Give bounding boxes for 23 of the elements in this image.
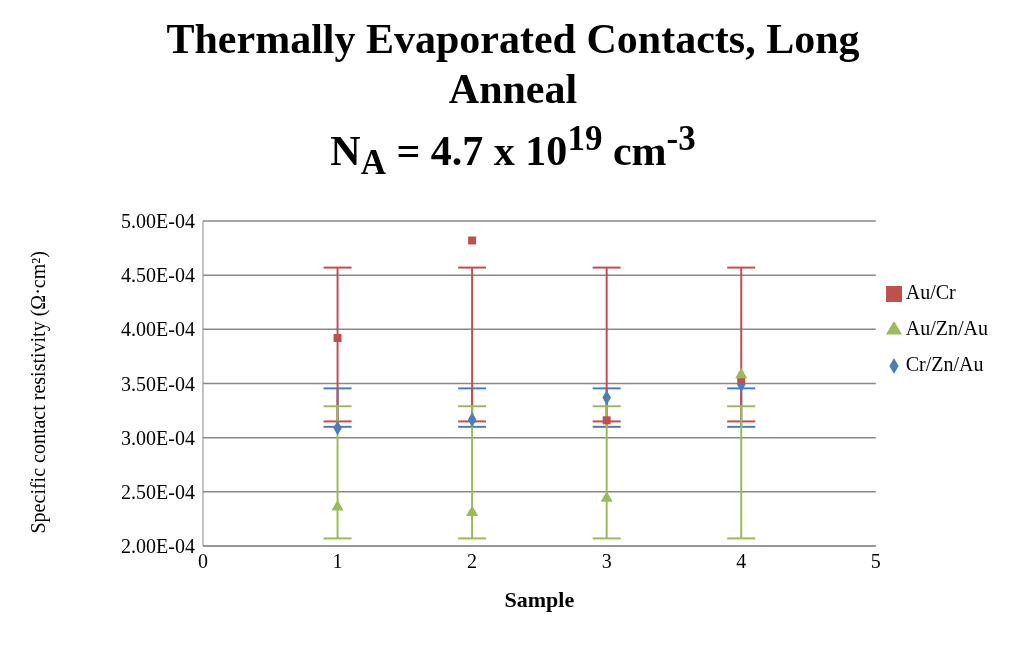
legend-label: Au/Zn/Au (905, 317, 988, 339)
x-tick-label: 2 (467, 550, 478, 573)
chart-subtitle: N$_{A}$ = 4.7 x 10$^{19}$ cm$^{-3}$ (330, 119, 696, 183)
x-tick-label: 5 (870, 550, 881, 573)
legend-label: Au/Cr (905, 281, 956, 303)
y-tick-label: 3.50E-04 (121, 372, 195, 395)
point (333, 334, 342, 342)
y-axis-title: Specific contact resistivity (Ω·cm²) (27, 251, 51, 534)
x-tick-label: 3 (601, 550, 612, 573)
x-axis-title: Sample (504, 586, 575, 612)
y-tick-label: 4.50E-04 (121, 264, 195, 287)
y-tick-label: 2.50E-04 (121, 480, 195, 503)
point (602, 416, 611, 425)
y-tick-label: 2.00E-04 (121, 535, 195, 558)
x-tick-label: 4 (736, 550, 747, 573)
y-tick-label: 4.00E-04 (121, 318, 195, 341)
y-tick-label: 3.00E-04 (121, 426, 195, 449)
point (466, 505, 479, 516)
y-tick-label: 5.00E-04 (121, 210, 195, 233)
legend-label: Cr/Zn/Au (905, 353, 984, 375)
point (600, 491, 613, 502)
x-tick-label: 0 (198, 550, 208, 573)
x-tick-label: 1 (332, 550, 343, 573)
